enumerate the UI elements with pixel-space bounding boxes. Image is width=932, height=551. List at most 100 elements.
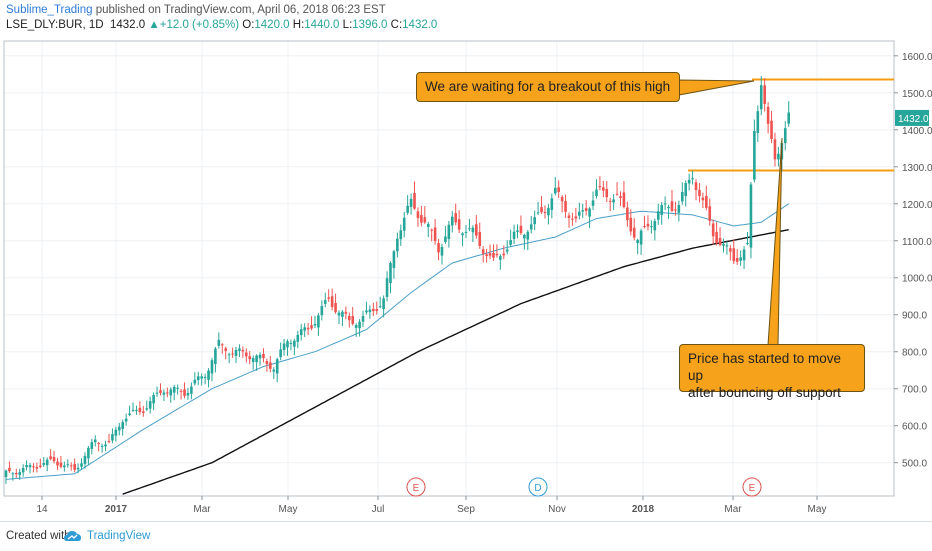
candle-body [437, 243, 440, 253]
publish-line: Sublime_Trading published on TradingView… [6, 4, 386, 16]
candle-body [622, 192, 626, 208]
candle-body [450, 216, 454, 226]
candle-body [698, 189, 701, 197]
candle-body [708, 206, 712, 221]
candle-body [117, 426, 121, 431]
y-tick-label: 1200.0 [902, 200, 932, 211]
candle-body [656, 211, 660, 220]
candle-body [286, 341, 289, 348]
tradingview-brand-link[interactable]: TradingView [87, 530, 151, 542]
candle-body [509, 240, 512, 245]
candle-body [59, 462, 63, 467]
candle-body [505, 249, 509, 252]
candle-body [255, 355, 258, 363]
candle-body [142, 411, 145, 413]
candle-body [475, 224, 478, 236]
candle-body [715, 231, 718, 244]
candle-body [231, 353, 234, 355]
candle-body [45, 459, 49, 466]
candle-body [66, 464, 70, 466]
candle-body [303, 327, 306, 331]
candle-body [107, 441, 111, 443]
price-chart[interactable]: 500.0 600.0 700.0 800.0 900.0 1000.0 1100.0 120… [0, 0, 932, 521]
candle-body [251, 357, 255, 363]
candle-body [35, 467, 39, 469]
candle-body [560, 196, 564, 202]
y-tick-label: 1000.0 [902, 274, 932, 285]
candle-body [145, 408, 149, 410]
candle-body [588, 208, 591, 217]
candle-body [63, 465, 66, 468]
candle-body [162, 392, 166, 395]
candle-body [653, 221, 657, 231]
close-label: C: [390, 19, 403, 31]
candle-body [347, 315, 351, 321]
x-tick-label: Jul [372, 504, 385, 515]
candle-body [406, 205, 409, 213]
y-tick-label: 1400.0 [902, 126, 932, 137]
candle-body [602, 187, 605, 191]
ohlc-line: LSE_DLY:BUR, 1D 1432.0 ▲+12.0 (+0.85%) O… [6, 19, 437, 31]
candle-body [25, 465, 28, 468]
candle-body [399, 230, 403, 240]
candle-body [574, 216, 578, 219]
candle-body [430, 229, 433, 231]
candle-body [159, 390, 162, 393]
tradingview-cloud-icon[interactable] [64, 530, 84, 543]
support-note-line1: Price has started to move up [688, 351, 842, 383]
candle-body [756, 111, 760, 133]
candle-body [14, 473, 18, 475]
candle-body [148, 401, 152, 409]
candle-body [543, 211, 547, 213]
candle-body [770, 120, 773, 140]
candle-body [49, 456, 52, 460]
y-tick-label: 500.0 [902, 459, 927, 470]
event-marker-label: E [749, 483, 756, 494]
candle-body [193, 379, 197, 384]
candle-body [787, 112, 791, 124]
candle-body [11, 473, 15, 475]
candle-body [691, 178, 694, 180]
change-value: +12.0 (+0.85%) [159, 19, 240, 31]
candle-body [323, 300, 327, 304]
candle-body [334, 302, 337, 313]
candles [4, 76, 791, 484]
candle-body [265, 361, 269, 365]
plot-frame [3, 40, 895, 497]
candle-body [777, 153, 780, 160]
symbol-label[interactable]: LSE_DLY:BUR, 1D [6, 19, 104, 31]
candle-body [351, 316, 355, 324]
y-tick-label: 1100.0 [902, 237, 932, 248]
candle-body [73, 463, 76, 470]
candle-body [330, 296, 334, 308]
last-price-tag [895, 109, 929, 126]
candle-body [595, 189, 598, 197]
candle-body [382, 298, 385, 310]
low-label: L: [342, 19, 353, 31]
candle-body [368, 309, 372, 313]
candle-body [220, 344, 224, 346]
callout-pointers [678, 79, 783, 346]
candle-body [131, 409, 135, 411]
publish-info: published on TradingView.com, April 06, … [95, 4, 386, 16]
y-tick-label: 600.0 [902, 422, 927, 433]
candle-body [341, 311, 344, 317]
candle-body [396, 238, 399, 252]
candle-body [39, 465, 42, 467]
author-link[interactable]: Sublime_Trading [6, 4, 93, 16]
candle-body [375, 309, 379, 311]
candle-body [742, 249, 746, 261]
candle-body [670, 201, 674, 211]
candle-body [677, 204, 681, 213]
candle-body [258, 354, 262, 359]
chart-header: Sublime_Trading published on TradingView… [0, 0, 932, 36]
candle-body [358, 321, 361, 329]
candle-body [272, 369, 276, 372]
candle-body [8, 467, 11, 472]
candle-body [605, 189, 609, 198]
candle-body [56, 461, 59, 466]
candle-body [684, 183, 688, 197]
candle-body [523, 234, 526, 239]
candle-body [155, 392, 159, 394]
